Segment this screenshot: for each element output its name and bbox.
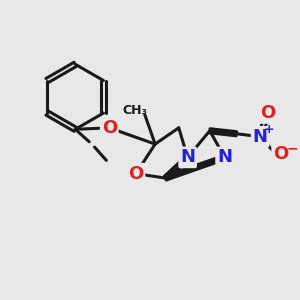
Text: O: O bbox=[260, 104, 275, 122]
Text: N: N bbox=[180, 148, 195, 166]
Text: O: O bbox=[273, 146, 288, 164]
Text: N: N bbox=[217, 148, 232, 166]
Text: N: N bbox=[253, 128, 268, 146]
Text: O: O bbox=[102, 119, 117, 137]
Text: CH₃: CH₃ bbox=[122, 103, 147, 117]
Text: +: + bbox=[264, 123, 274, 136]
Text: −: − bbox=[287, 142, 298, 155]
Text: O: O bbox=[128, 165, 143, 183]
